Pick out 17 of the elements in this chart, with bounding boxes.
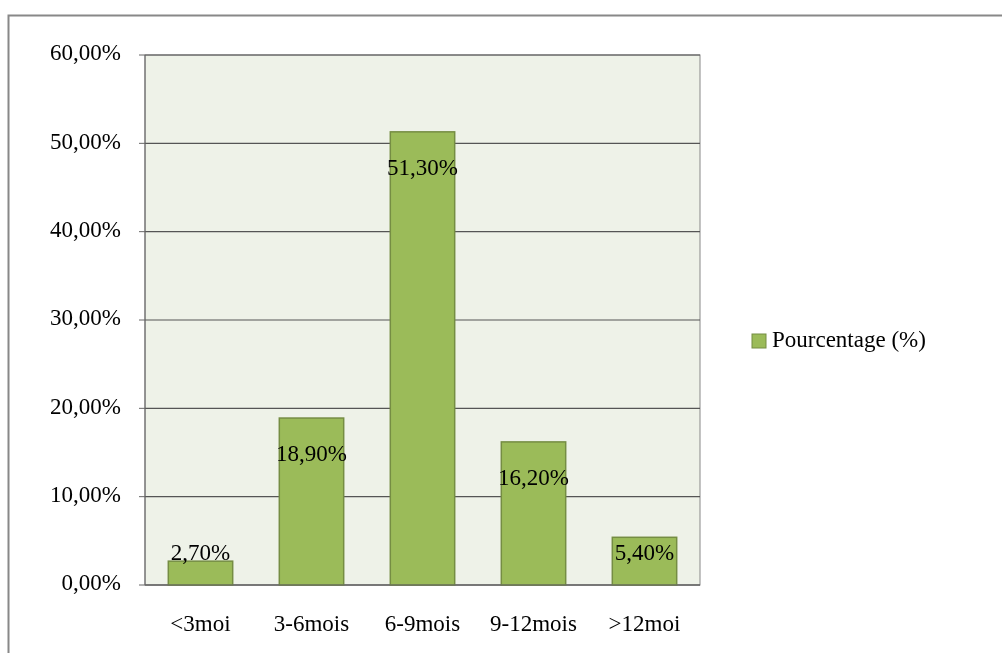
bar	[278, 417, 345, 586]
data-label: 5,40%	[614, 540, 675, 566]
bar	[389, 131, 456, 586]
x-tick-label: 9-12mois	[490, 611, 577, 636]
x-tick-label: 3-6mois	[273, 611, 350, 636]
y-tick-label: 0,00%	[61, 570, 121, 596]
data-label: 2,70%	[170, 540, 231, 566]
y-tick-label: 30,00%	[50, 305, 121, 331]
x-tick-label: <3moi	[170, 611, 231, 636]
y-tick-label: 40,00%	[50, 216, 121, 242]
y-tick-label: 60,00%	[50, 40, 121, 66]
y-tick-label: 10,00%	[50, 481, 121, 507]
x-tick-label: >12moi	[608, 611, 681, 636]
y-tick-label: 50,00%	[50, 128, 121, 154]
y-tick-label: 20,00%	[50, 393, 121, 419]
x-tick-label: 6-9mois	[384, 611, 461, 636]
legend-label: Pourcentage (%)	[772, 327, 926, 353]
